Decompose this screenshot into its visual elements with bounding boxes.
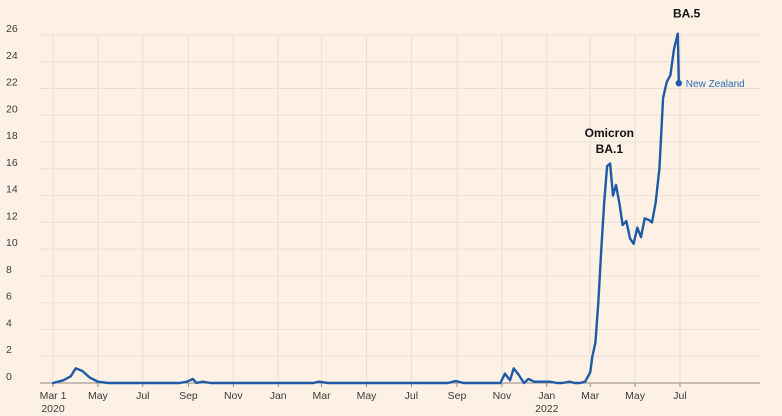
x-tick-label: Jul xyxy=(673,390,686,402)
x-tick-label: May xyxy=(88,390,109,402)
annotation-label: Omicron xyxy=(585,126,634,140)
grid xyxy=(40,34,760,387)
y-tick-label: 18 xyxy=(6,130,18,142)
y-tick-label: 22 xyxy=(6,77,18,89)
x-tick-label: Jan xyxy=(270,390,287,402)
y-tick-label: 4 xyxy=(6,317,12,329)
x-tick-label: Sep xyxy=(448,390,467,402)
x-tick-label: May xyxy=(357,390,378,402)
y-tick-label: 6 xyxy=(6,291,12,303)
y-tick-label: 2 xyxy=(6,344,12,356)
x-tick-label: Jan xyxy=(538,390,555,402)
annotation-label: BA.5 xyxy=(673,7,701,21)
y-tick-label: 12 xyxy=(6,210,18,222)
y-tick-label: 14 xyxy=(6,184,18,196)
y-tick-label: 10 xyxy=(6,237,18,249)
x-tick-year-label: 2020 xyxy=(41,403,65,415)
x-tick-label: Sep xyxy=(179,390,198,402)
x-tick-label: Nov xyxy=(493,390,512,402)
x-tick-label: Nov xyxy=(224,390,243,402)
series-label-new-zealand: New Zealand xyxy=(686,79,745,90)
x-tick-label: Mar xyxy=(313,390,332,402)
x-tick-label: Mar 1 xyxy=(40,390,67,402)
series-line-drop xyxy=(676,32,680,85)
y-tick-label: 20 xyxy=(6,103,18,115)
y-tick-label: 8 xyxy=(6,264,12,276)
series: New Zealand xyxy=(51,32,745,385)
series-end-marker xyxy=(675,79,682,87)
y-tick-label: 0 xyxy=(6,371,12,383)
x-tick-label: Jul xyxy=(405,390,418,402)
x-tick-label: May xyxy=(625,390,646,402)
y-tick-label: 16 xyxy=(6,157,18,169)
x-tick-year-label: 2022 xyxy=(535,403,559,415)
series-line-new-zealand xyxy=(51,32,679,385)
y-tick-label: 26 xyxy=(6,23,18,35)
annotation-label: BA.1 xyxy=(596,142,624,156)
annotations: Omicron BA.1 BA.5 xyxy=(585,7,701,156)
x-tick-label: Jul xyxy=(136,390,149,402)
y-tick-label: 24 xyxy=(6,50,18,62)
x-tick-label: Mar xyxy=(581,390,600,402)
